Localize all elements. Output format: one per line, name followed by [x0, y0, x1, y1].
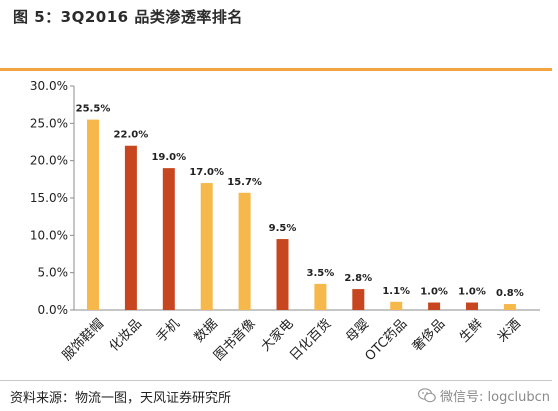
data-label: 22.0% [114, 130, 149, 141]
data-label: 3.5% [307, 268, 335, 279]
wechat-icon [418, 388, 436, 403]
x-tick-label: 奢侈品 [410, 316, 448, 354]
bar [200, 183, 213, 310]
y-tick-label: 30.0% [30, 79, 68, 93]
bar [238, 192, 251, 310]
bar-chart: 0.0% 5.0% 10.0% 15.0% 20.0% 25.0% 30.0% 25.5% 服饰… [30, 79, 540, 364]
data-label: 1.0% [458, 287, 486, 298]
bar [124, 145, 137, 310]
data-label: 17.0% [189, 167, 224, 178]
x-tick-label: 日化百货 [286, 316, 334, 364]
y-tick-label: 10.0% [30, 228, 68, 242]
x-tick-label: 图书音像 [211, 316, 259, 364]
watermark-text: 微信号: logclubcn [440, 390, 550, 405]
data-label: 9.5% [269, 223, 297, 234]
bar [503, 304, 516, 310]
wechat-watermark: 微信号: logclubcn [418, 386, 550, 405]
footer-rule [0, 380, 552, 381]
y-tick-label: 15.0% [30, 191, 68, 205]
data-label: 0.8% [496, 288, 524, 299]
bar [87, 119, 99, 310]
data-label: 1.1% [382, 286, 410, 297]
x-tick-label: 生鲜 [457, 316, 486, 345]
bar [352, 289, 365, 310]
x-tick-label: 服饰鞋帽 [59, 316, 107, 364]
bar [162, 168, 175, 310]
x-tick-label: 数据 [192, 316, 221, 345]
data-label: 19.0% [151, 152, 186, 163]
y-tick-label: 20.0% [30, 154, 68, 168]
x-tick-label: 米酒 [495, 316, 524, 345]
y-tick-label: 0.0% [38, 303, 69, 317]
bar [428, 302, 441, 310]
x-tick-label: OTC药品 [363, 316, 411, 364]
data-label: 15.7% [227, 177, 262, 188]
data-label: 2.8% [344, 273, 372, 284]
x-tick-label: 手机 [154, 316, 183, 345]
source-note: 资料来源：物流一图，天风证券研究所 [10, 391, 232, 406]
x-tick-label: 母婴 [343, 316, 372, 345]
bar [314, 283, 327, 310]
data-label: 1.0% [420, 287, 448, 298]
bar [466, 302, 478, 310]
bar [390, 301, 403, 310]
bar [276, 239, 289, 310]
title-rule [0, 68, 552, 71]
data-label: 25.5% [76, 104, 111, 115]
x-tick-label: 化妆品 [107, 316, 145, 354]
y-tick-label: 5.0% [38, 266, 69, 280]
y-tick-label: 25.0% [30, 116, 68, 130]
figure-title: 图 5：3Q2016 品类渗透率排名 [13, 8, 243, 26]
